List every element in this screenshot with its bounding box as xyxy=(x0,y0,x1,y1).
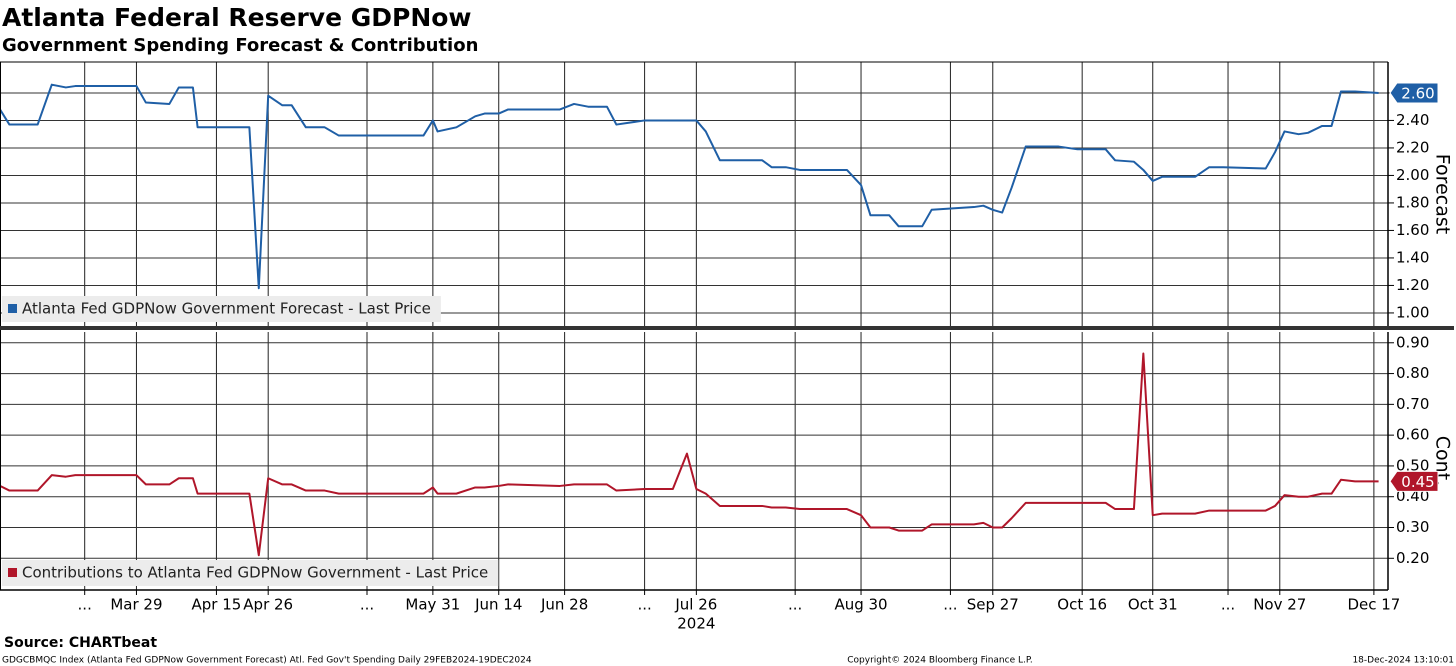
x-tick-label: Jul 26 xyxy=(674,596,717,614)
x-tick-label: ... xyxy=(1221,596,1235,614)
x-tick-label: Oct 16 xyxy=(1057,596,1107,614)
chart-subtitle: Government Spending Forecast & Contribut… xyxy=(2,35,478,56)
y-tick-label: 2.00 xyxy=(1396,166,1429,184)
legend: Atlanta Fed GDPNow Government Forecast -… xyxy=(2,296,441,322)
series-line xyxy=(0,83,1379,290)
y-tick-label: 0.50 xyxy=(1396,456,1429,474)
legend-swatch xyxy=(8,304,17,313)
x-tick-label: Apr 15 xyxy=(192,596,242,614)
legend-box xyxy=(2,560,499,586)
footer-right: 18-Dec-2024 13:10:01 xyxy=(1352,656,1454,666)
x-tick-label: May 31 xyxy=(405,596,460,614)
x-tick-label: Oct 31 xyxy=(1128,596,1178,614)
x-tick-label: ... xyxy=(788,596,802,614)
y-tick-label: 1.20 xyxy=(1396,276,1429,294)
y-tick-label: 0.90 xyxy=(1396,333,1429,351)
legend-label: Contributions to Atlanta Fed GDPNow Gove… xyxy=(22,564,488,582)
source: Source: CHARTbeat xyxy=(4,635,157,651)
legend: Contributions to Atlanta Fed GDPNow Gove… xyxy=(2,560,499,586)
last-price-label: 2.60 xyxy=(1401,84,1434,102)
legend-label: Atlanta Fed GDPNow Government Forecast -… xyxy=(22,300,431,318)
last-price-badge xyxy=(1389,470,1439,492)
x-year-label: 2024 xyxy=(677,615,715,633)
y-tick-label: 0.20 xyxy=(1396,549,1429,567)
footer-center: Copyright© 2024 Bloomberg Finance L.P. xyxy=(847,656,1032,666)
footer-left: GDGCBMQC Index (Atlanta Fed GDPNow Gover… xyxy=(2,656,532,666)
x-tick-label: ... xyxy=(637,596,651,614)
panel-separator xyxy=(0,326,1454,330)
x-tick-label: ... xyxy=(78,596,92,614)
chart-title: Atlanta Federal Reserve GDPNow xyxy=(2,3,472,32)
x-tick-label: Sep 27 xyxy=(967,596,1019,614)
y-tick-label: 2.20 xyxy=(1396,138,1429,156)
y-tick-label: 1.60 xyxy=(1396,221,1429,239)
last-price-badge xyxy=(1389,82,1439,104)
x-tick-label: Dec 17 xyxy=(1347,596,1400,614)
legend-swatch xyxy=(8,568,17,577)
x-tick-label: Apr 26 xyxy=(243,596,293,614)
x-tick-label: Jun 14 xyxy=(474,596,522,614)
y-tick-label: 2.40 xyxy=(1396,111,1429,129)
y-axis-title: Forecast xyxy=(1432,154,1454,234)
x-tick-label: Nov 27 xyxy=(1253,596,1306,614)
y-tick-label: 1.00 xyxy=(1396,303,1429,321)
legend-box xyxy=(2,296,441,322)
y-tick-label: 0.80 xyxy=(1396,364,1429,382)
y-tick-label: 1.40 xyxy=(1396,248,1429,266)
series-line xyxy=(0,352,1379,557)
y-tick-label: 1.80 xyxy=(1396,193,1429,211)
x-tick-label: Jun 28 xyxy=(540,596,588,614)
y-tick-label: 0.70 xyxy=(1396,395,1429,413)
y-tick-label: 0.60 xyxy=(1396,426,1429,444)
last-price-label: 0.45 xyxy=(1401,473,1434,491)
y-tick-label: 0.30 xyxy=(1396,518,1429,536)
x-tick-label: ... xyxy=(943,596,957,614)
x-tick-label: Aug 30 xyxy=(834,596,887,614)
x-tick-label: ... xyxy=(360,596,374,614)
x-tick-label: Mar 29 xyxy=(110,596,162,614)
